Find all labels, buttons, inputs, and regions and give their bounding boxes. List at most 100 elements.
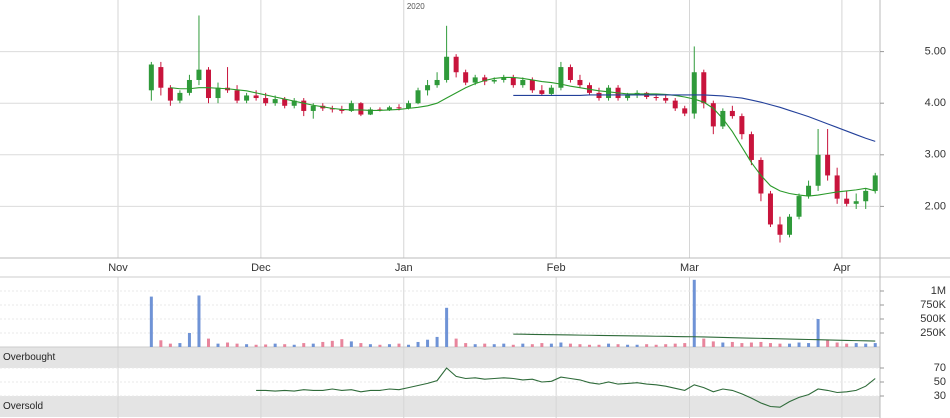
candle-body [291,100,297,106]
candle-body [625,95,631,99]
candle-body [406,103,412,109]
volume-bar [864,343,868,347]
candle-body [815,154,821,186]
y-tick-label: 3.00 [925,149,946,161]
volume-bar [387,344,391,347]
candle-body [177,92,183,101]
volume-bar [807,343,811,347]
candle-body [606,87,612,99]
volume-bar [797,342,801,347]
series-line [513,333,876,342]
volume-bar [721,342,725,347]
candle-body [158,67,164,88]
candle-body [310,105,316,111]
volume-bar [492,344,496,347]
candle-body [567,67,573,80]
candle-body [282,99,288,106]
candle-body [215,87,221,99]
volume-bar [378,344,382,347]
volume-bar [340,339,344,347]
volume-bar [187,333,191,347]
candle-body [482,77,488,82]
candle-body [244,95,250,101]
candle-body [748,134,754,160]
y-tick-label: 4.00 [925,97,946,109]
x-tick-label: Nov [108,262,128,274]
volume-bar [578,344,582,347]
volume-bar [368,344,372,347]
volume-bar [149,296,153,347]
volume-bar [749,342,753,347]
y-tick-label: 50 [934,376,946,388]
volume-bar [540,343,544,347]
candle-body [272,99,278,104]
volume-bar [197,295,201,347]
volume-bar [845,343,849,347]
series-line [513,94,876,142]
y-tick-label: 30 [934,390,946,402]
volume-bar [254,344,258,347]
volume-bar [711,341,715,347]
candle-body [415,90,421,104]
candle-body [301,100,307,111]
volume-bar [511,344,515,347]
candle-body [205,69,211,99]
volume-bar [607,343,611,347]
candle-body [787,216,793,235]
volume-bar [407,344,411,347]
volume-bar [235,343,239,347]
volume-bar [464,343,468,347]
candle-body [548,87,554,94]
volume-bar [159,340,163,347]
volume-bar [645,344,649,347]
volume-bar [854,343,858,347]
candle-body [767,193,773,225]
candle-body [872,175,878,191]
band [0,347,880,368]
volume-bar [226,342,230,347]
candle-body [196,69,202,80]
volume-bar [416,341,420,347]
band-label: Oversold [3,401,43,412]
volume-bar [454,338,458,347]
volume-bar [759,341,763,347]
candle-body [396,107,402,109]
volume-bar [397,343,401,347]
volume-bar [673,343,677,347]
candle-body [501,77,507,80]
volume-bar [635,344,639,347]
candle-body [653,97,659,99]
candle-body [710,103,716,127]
x-tick-label: Mar [680,262,699,274]
volume-bar [597,344,601,347]
volume-bar [692,279,696,347]
y-tick-label: 250K [920,327,946,339]
candle-body [739,116,745,135]
y-tick-label: 5.00 [925,46,946,58]
volume-bar [683,343,687,347]
volume-bar [206,338,210,347]
candle-body [510,77,516,86]
candle-body [425,85,431,91]
candle-body [701,72,707,104]
volume-bar [587,344,591,347]
volume-bar [264,344,268,347]
candle-body [863,190,869,202]
volume-bar [559,342,563,347]
candle-body [682,108,688,114]
candle-body [472,77,478,83]
volume-bar [626,344,630,347]
volume-bar [273,343,277,347]
year-annotation: 2020 [407,2,425,11]
candle-body [367,109,373,115]
candle-body [806,185,812,197]
candle-body [796,196,802,217]
candle-body [853,201,859,204]
volume-bar [616,344,620,347]
volume-bar [330,340,334,347]
volume-bar [483,343,487,347]
candle-body [777,224,783,235]
volume-bar [349,341,353,347]
series-line [256,367,876,408]
